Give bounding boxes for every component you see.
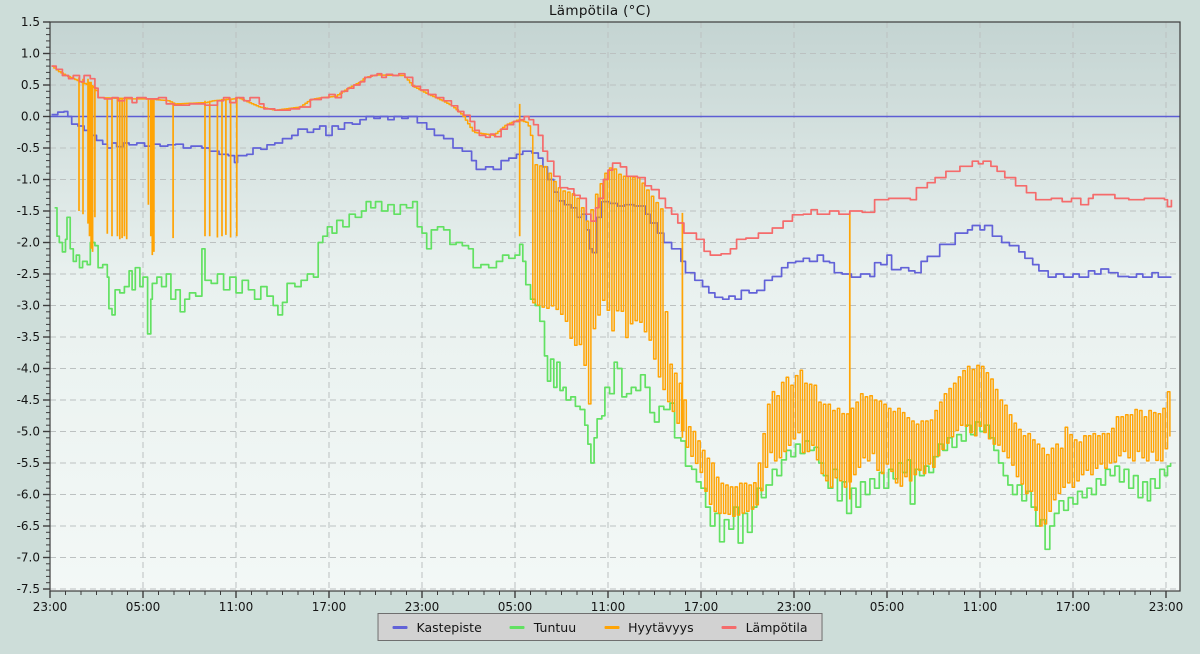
y-axis: 1.5 1.0 0.5 0.0 -0.5 -1.0 -1.5 -2.0 -2.5 -3.0 -3.5…: [17, 15, 50, 596]
svg-text:-3.5: -3.5: [17, 330, 40, 344]
svg-text:-2.0: -2.0: [17, 236, 40, 250]
svg-text:1.5: 1.5: [21, 15, 40, 29]
svg-text:1.0: 1.0: [21, 47, 40, 61]
svg-text:-6.5: -6.5: [17, 519, 40, 533]
legend-label: Lämpötila: [745, 619, 808, 635]
legend-swatch-icon: [509, 625, 525, 629]
svg-text:05:00: 05:00: [870, 600, 905, 614]
plot-border: [49, 21, 1181, 592]
plot-background: [50, 22, 1180, 591]
legend-swatch-icon: [392, 625, 408, 629]
svg-text:23:00: 23:00: [405, 600, 440, 614]
svg-text:-2.5: -2.5: [17, 267, 40, 281]
svg-text:-5.5: -5.5: [17, 456, 40, 470]
legend-item-hyyt-vyys: Hyytävyys: [604, 619, 694, 635]
svg-text:0.0: 0.0: [21, 110, 40, 124]
svg-text:23:00: 23:00: [777, 600, 812, 614]
series-l-mp-tila: [51, 65, 1173, 256]
svg-text:0.5: 0.5: [21, 78, 40, 92]
series-hyyt-vyys-spikes: [78, 77, 851, 500]
svg-text:11:00: 11:00: [591, 600, 626, 614]
legend-item-kastepiste: Kastepiste: [392, 619, 482, 635]
svg-text:-7.5: -7.5: [17, 582, 40, 596]
svg-text:11:00: 11:00: [219, 600, 254, 614]
svg-text:17:00: 17:00: [312, 600, 347, 614]
svg-text:-0.5: -0.5: [17, 141, 40, 155]
svg-text:17:00: 17:00: [684, 600, 719, 614]
legend-label: Hyytävyys: [628, 619, 694, 635]
legend-label: Kastepiste: [416, 619, 482, 635]
grid: [50, 22, 1180, 591]
svg-text:-6.0: -6.0: [17, 488, 40, 502]
svg-text:05:00: 05:00: [126, 600, 161, 614]
chart-title: Lämpötila (°C): [548, 3, 652, 19]
svg-text:-1.5: -1.5: [17, 204, 40, 218]
svg-text:05:00: 05:00: [498, 600, 533, 614]
svg-text:-1.0: -1.0: [17, 173, 40, 187]
svg-text:17:00: 17:00: [1056, 600, 1091, 614]
legend-label: Tuntuu: [533, 619, 577, 635]
svg-text:23:00: 23:00: [1149, 600, 1184, 614]
svg-text:-4.0: -4.0: [17, 362, 40, 376]
svg-text:-5.0: -5.0: [17, 425, 40, 439]
svg-text:-7.0: -7.0: [17, 551, 40, 565]
legend-item-l-mp-tila: Lämpötila: [721, 619, 808, 635]
x-axis: 23:00 05:00 11:00 17:00 23:00 05:00 11:00 17:00…: [33, 591, 1184, 614]
legend: Kastepiste Tuntuu Hyytävyys Lämpötila: [377, 613, 823, 641]
legend-item-tuntuu: Tuntuu: [509, 619, 577, 635]
svg-text:-3.0: -3.0: [17, 299, 40, 313]
legend-swatch-icon: [604, 625, 620, 629]
svg-text:11:00: 11:00: [963, 600, 998, 614]
svg-text:-4.5: -4.5: [17, 393, 40, 407]
svg-text:23:00: 23:00: [33, 600, 68, 614]
legend-swatch-icon: [721, 625, 737, 629]
